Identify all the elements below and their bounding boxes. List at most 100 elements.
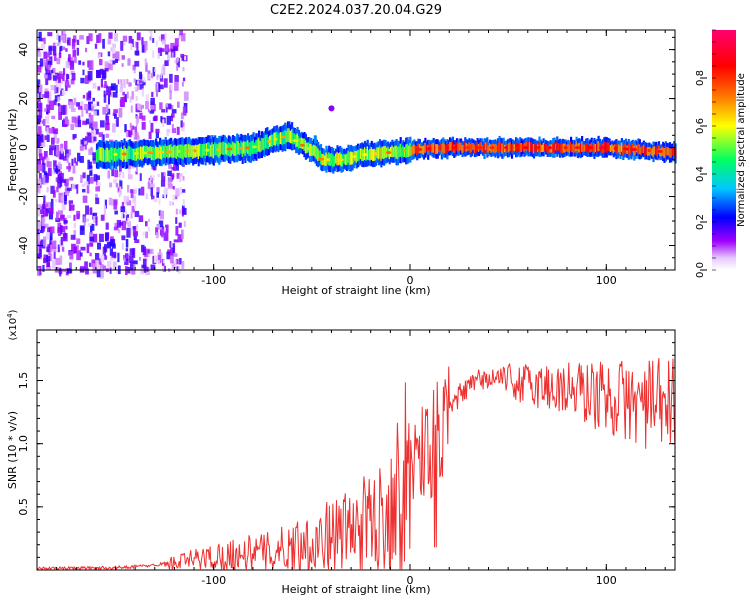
spectrogram-noise (44, 108, 48, 112)
spectrogram-noise (73, 214, 76, 221)
spectrogram-ridge (101, 147, 104, 162)
spectrogram-noise (37, 229, 40, 235)
spectrogram-noise (130, 43, 133, 51)
spectrogram-ridge (616, 144, 619, 154)
spectrogram-noise (37, 184, 41, 193)
spectrogram-noise (154, 115, 158, 121)
spectrogram-ridge (662, 146, 664, 157)
spectrogram-noise (157, 254, 161, 264)
spectrogram-noise (95, 186, 100, 192)
spectrogram-ridge (663, 148, 666, 158)
spectrogram-noise (79, 266, 85, 273)
spectrogram-ridge (612, 145, 615, 154)
spectrogram-noise (58, 192, 63, 203)
spectrogram-noise (100, 120, 105, 128)
spectrogram-noise (48, 247, 52, 256)
spectrogram-noise (43, 119, 46, 126)
spectrogram-noise (166, 115, 171, 125)
spectrogram-noise (123, 79, 126, 88)
spectrogram-noise (153, 198, 158, 202)
spectrogram-ridge (579, 143, 582, 154)
spectrogram-noise (98, 132, 103, 138)
spectrogram-ridge (348, 152, 351, 165)
spectrogram-ridge (440, 143, 443, 155)
spectrogram-noise (71, 116, 77, 123)
spectrogram-noise (89, 121, 94, 129)
spectrogram-ridge (381, 146, 384, 159)
spectrogram-noise (184, 56, 187, 61)
spectrogram-noise (50, 202, 54, 211)
spectrogram-noise (165, 104, 168, 113)
spectrogram-ridge (313, 144, 315, 156)
spectrogram-noise (103, 94, 107, 103)
spectrogram-noise (91, 105, 95, 112)
spectrogram-noise (97, 259, 102, 265)
spectrogram-noise (132, 195, 137, 204)
spectrogram-noise (141, 88, 144, 97)
spectrogram-ridge (138, 147, 141, 161)
spectrogram-noise (152, 165, 156, 171)
spectrogram-noise (156, 83, 159, 91)
spectrogram-noise (132, 226, 138, 230)
spectrogram-ridge (567, 143, 570, 152)
spectrogram-noise (108, 32, 113, 39)
spectrogram-ridge (347, 150, 350, 164)
spectrogram-noise (165, 224, 169, 233)
spectrogram-noise (182, 67, 185, 72)
spectrogram-noise (113, 200, 118, 210)
spectrogram-noise (83, 216, 86, 226)
spectrogram-noise (150, 264, 156, 270)
spectrogram-noise (71, 44, 76, 50)
spectrogram-noise (145, 94, 149, 102)
spectrogram-ridge (304, 140, 307, 154)
spectrogram-noise (64, 140, 68, 150)
spectrogram-ridge (237, 141, 240, 155)
spectrogram-noise (47, 73, 52, 81)
spectrogram-ridge (319, 150, 322, 164)
spectrogram-ridge (582, 144, 585, 152)
spectrogram-noise (138, 215, 144, 222)
spectrogram-hotspot (273, 137, 278, 141)
spectrogram-noise (44, 204, 47, 211)
spectrogram-ridge (532, 144, 535, 154)
spectrogram-noise (103, 265, 107, 271)
spectrogram-noise (59, 177, 63, 187)
spectrogram-noise (55, 257, 61, 265)
spectrogram-ridge (618, 144, 621, 153)
spectrogram-ridge (568, 145, 571, 153)
spectrogram-ylabel: Frequency (Hz) (6, 109, 19, 192)
spectrogram-noise (169, 200, 172, 206)
spectrogram-noise (118, 191, 121, 198)
spectrogram-noise (182, 199, 185, 207)
spectrogram-noise (127, 217, 130, 223)
spectrogram-ridge (656, 148, 659, 157)
spectrogram-noise (89, 236, 94, 242)
spectrogram-noise (147, 226, 150, 232)
spectrogram-noise (101, 69, 107, 79)
spectrogram-ridge (222, 141, 225, 155)
y-tick-label: -40 (17, 237, 30, 255)
spectrogram-noise (48, 47, 52, 56)
spectrogram-ridge (407, 145, 410, 157)
spectrogram-noise (49, 236, 52, 245)
spectrogram-noise (52, 260, 56, 269)
spectrogram-noise (86, 185, 90, 194)
x-tick-label: -100 (201, 574, 226, 587)
spectrogram-ridge (486, 142, 489, 153)
spectrogram-noise (105, 115, 110, 125)
spectrogram-noise (138, 188, 141, 196)
spectrogram-noise (97, 242, 101, 250)
spectrogram-noise (182, 189, 186, 193)
snr-xlabel: Height of straight line (km) (281, 583, 430, 596)
spectrogram-noise (121, 79, 124, 87)
spectrogram-noise (150, 97, 155, 105)
spectrogram-noise (139, 173, 142, 181)
spectrogram-ridge (645, 146, 648, 156)
spectrogram-noise (143, 40, 148, 51)
spectrogram-ridge (495, 144, 498, 152)
spectrogram-hotspot (445, 146, 449, 150)
spectrogram-noise (98, 33, 102, 43)
spectrogram-axes: -100 0 100 -40 -20 0 20 40 (17, 30, 675, 287)
spectrogram-noise (109, 63, 113, 71)
spectrogram-noise (76, 47, 79, 56)
